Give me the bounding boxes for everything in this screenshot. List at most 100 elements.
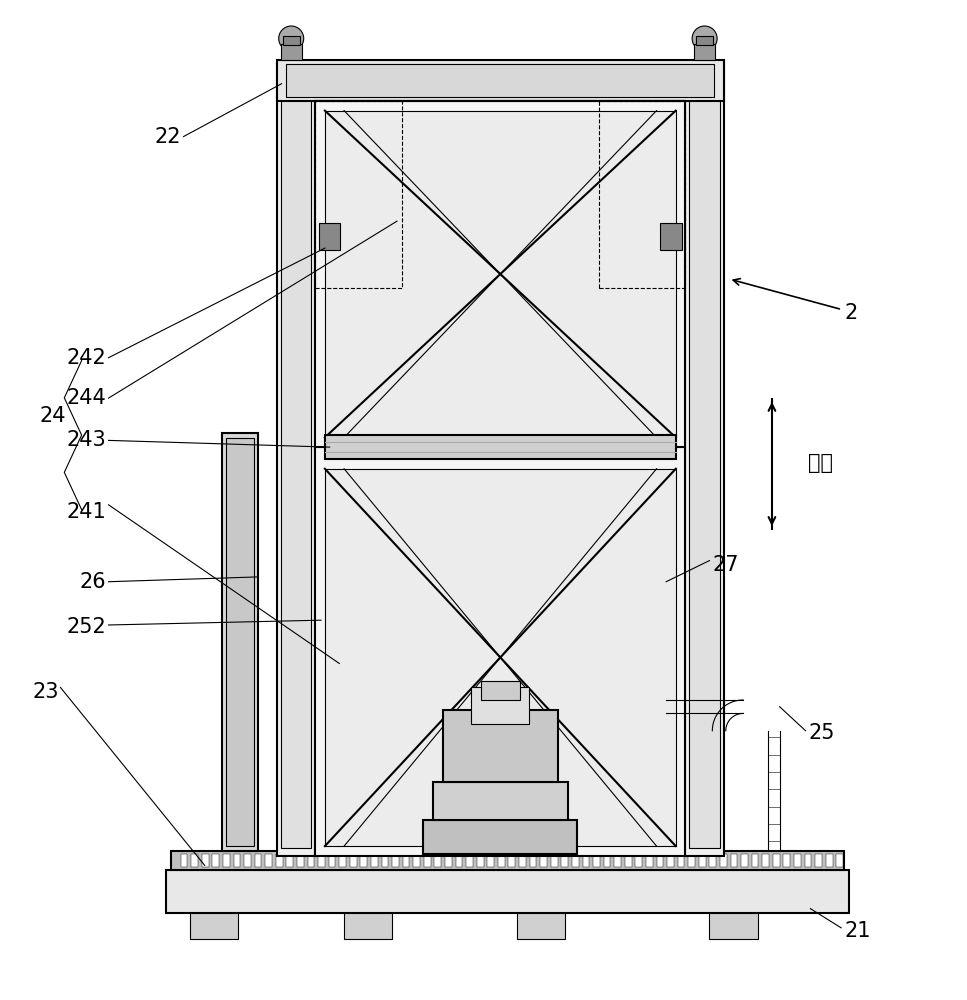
- Bar: [741, 854, 747, 867]
- Circle shape: [324, 722, 336, 734]
- Bar: [466, 854, 473, 867]
- Circle shape: [665, 166, 677, 178]
- Bar: [318, 854, 325, 867]
- Bar: [308, 854, 314, 867]
- Bar: [233, 854, 240, 867]
- Bar: [603, 854, 610, 867]
- Bar: [477, 854, 484, 867]
- Circle shape: [665, 199, 677, 211]
- Bar: [315, 101, 686, 856]
- Circle shape: [665, 738, 677, 750]
- Bar: [751, 854, 758, 867]
- Bar: [482, 681, 519, 700]
- Circle shape: [324, 820, 336, 832]
- Bar: [325, 469, 676, 846]
- Circle shape: [665, 640, 677, 652]
- Circle shape: [665, 755, 677, 766]
- Text: 25: 25: [808, 723, 835, 743]
- Bar: [509, 854, 515, 867]
- Circle shape: [278, 26, 304, 51]
- Bar: [699, 854, 706, 867]
- Circle shape: [324, 248, 336, 260]
- Text: 241: 241: [67, 502, 106, 522]
- Bar: [350, 854, 357, 867]
- Bar: [836, 854, 843, 867]
- Bar: [329, 854, 336, 867]
- Circle shape: [324, 313, 336, 325]
- Circle shape: [665, 412, 677, 423]
- Bar: [402, 854, 409, 867]
- Bar: [276, 854, 282, 867]
- Circle shape: [665, 330, 677, 341]
- Circle shape: [665, 526, 677, 537]
- Bar: [657, 854, 663, 867]
- Circle shape: [665, 608, 677, 619]
- Circle shape: [324, 101, 336, 113]
- Text: 23: 23: [32, 682, 59, 702]
- Circle shape: [324, 134, 336, 145]
- Circle shape: [665, 281, 677, 292]
- Bar: [286, 64, 715, 97]
- Bar: [213, 854, 220, 867]
- Bar: [710, 913, 757, 939]
- Bar: [805, 854, 811, 867]
- Bar: [443, 710, 558, 782]
- Bar: [593, 854, 600, 867]
- Bar: [280, 70, 311, 848]
- Circle shape: [665, 673, 677, 685]
- Bar: [297, 854, 304, 867]
- Text: 24: 24: [40, 406, 66, 426]
- Bar: [625, 854, 631, 867]
- Bar: [445, 854, 452, 867]
- Bar: [325, 111, 676, 438]
- Bar: [794, 854, 801, 867]
- Circle shape: [665, 232, 677, 243]
- Bar: [660, 223, 682, 250]
- Bar: [519, 854, 526, 867]
- Circle shape: [665, 837, 677, 848]
- Circle shape: [324, 673, 336, 685]
- Circle shape: [324, 477, 336, 488]
- Circle shape: [324, 215, 336, 227]
- Circle shape: [324, 297, 336, 309]
- Circle shape: [665, 444, 677, 456]
- Bar: [599, 101, 686, 288]
- Circle shape: [324, 150, 336, 162]
- Circle shape: [324, 640, 336, 652]
- Circle shape: [665, 559, 677, 570]
- Circle shape: [665, 297, 677, 309]
- Bar: [166, 870, 849, 913]
- Circle shape: [324, 738, 336, 750]
- Text: 垂向: 垂向: [808, 453, 834, 473]
- Circle shape: [324, 771, 336, 783]
- Circle shape: [665, 428, 677, 439]
- Bar: [455, 854, 462, 867]
- Circle shape: [324, 412, 336, 423]
- Circle shape: [324, 837, 336, 848]
- Bar: [720, 854, 727, 867]
- Bar: [696, 36, 714, 45]
- Circle shape: [665, 134, 677, 145]
- Bar: [571, 854, 578, 867]
- Bar: [530, 854, 537, 867]
- Bar: [315, 101, 401, 288]
- Bar: [286, 854, 293, 867]
- Bar: [678, 854, 685, 867]
- Circle shape: [324, 706, 336, 717]
- Circle shape: [665, 542, 677, 554]
- Circle shape: [324, 510, 336, 521]
- Bar: [277, 60, 724, 101]
- Circle shape: [324, 787, 336, 799]
- Bar: [551, 854, 558, 867]
- Bar: [614, 854, 621, 867]
- Circle shape: [324, 330, 336, 341]
- Text: 242: 242: [67, 348, 106, 368]
- Circle shape: [324, 804, 336, 815]
- Circle shape: [665, 183, 677, 194]
- Bar: [686, 63, 724, 856]
- Bar: [472, 687, 529, 724]
- Bar: [265, 854, 272, 867]
- Circle shape: [665, 624, 677, 636]
- Bar: [254, 854, 261, 867]
- Bar: [424, 820, 577, 854]
